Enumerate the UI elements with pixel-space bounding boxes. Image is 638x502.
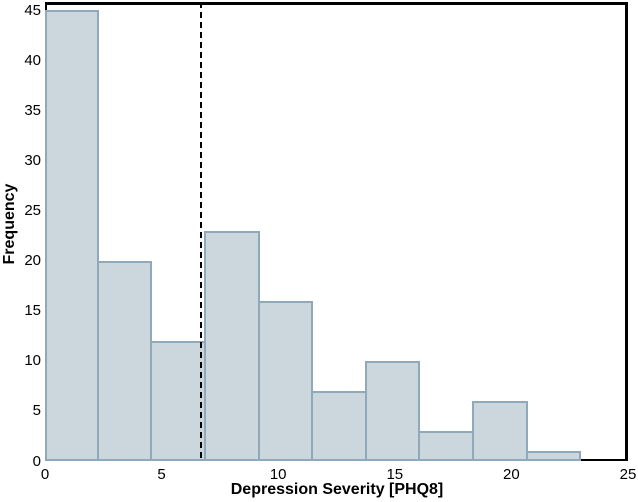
histogram-bar: [311, 390, 367, 461]
x-axis-tick-label: 20: [503, 466, 520, 483]
x-axis-tick-label: 15: [386, 466, 404, 483]
y-axis-tick-label: 45: [24, 1, 41, 19]
x-axis-tick-label: 5: [157, 466, 166, 483]
y-axis-tick-label: 30: [24, 151, 41, 169]
plot-border-right: [625, 2, 628, 461]
bars-layer: [45, 2, 628, 461]
x-axis-title: Depression Severity [PHQ8]: [230, 481, 444, 498]
y-axis-tick-label: 10: [24, 352, 41, 370]
x-axis-tick-label: 10: [269, 466, 287, 483]
plot-area: [45, 2, 628, 461]
histogram-bar: [203, 230, 260, 461]
x-axis-tick-label: 0: [40, 466, 50, 483]
histogram-bar: [472, 400, 528, 461]
histogram-bar: [96, 260, 153, 461]
histogram-bar: [418, 430, 475, 461]
y-axis-tick-label: 25: [24, 201, 41, 219]
y-axis-tick-label: 15: [24, 302, 41, 320]
histogram-bar: [364, 360, 421, 461]
y-axis-tick-label: 40: [24, 51, 41, 69]
histogram-bar: [257, 300, 314, 461]
histogram-bar: [525, 450, 582, 461]
y-axis-tick-label: 35: [24, 101, 41, 119]
y-axis-tick-label: 0: [32, 452, 41, 470]
x-axis-tick-label: 25: [619, 466, 637, 483]
cutoff-dashed-line: [200, 2, 203, 461]
histogram-bar: [45, 10, 99, 461]
y-axis-tick-label: 20: [24, 252, 41, 270]
plot-border-top: [45, 2, 628, 5]
histogram-bar: [150, 340, 206, 461]
y-axis-tick-label: 5: [32, 402, 41, 420]
